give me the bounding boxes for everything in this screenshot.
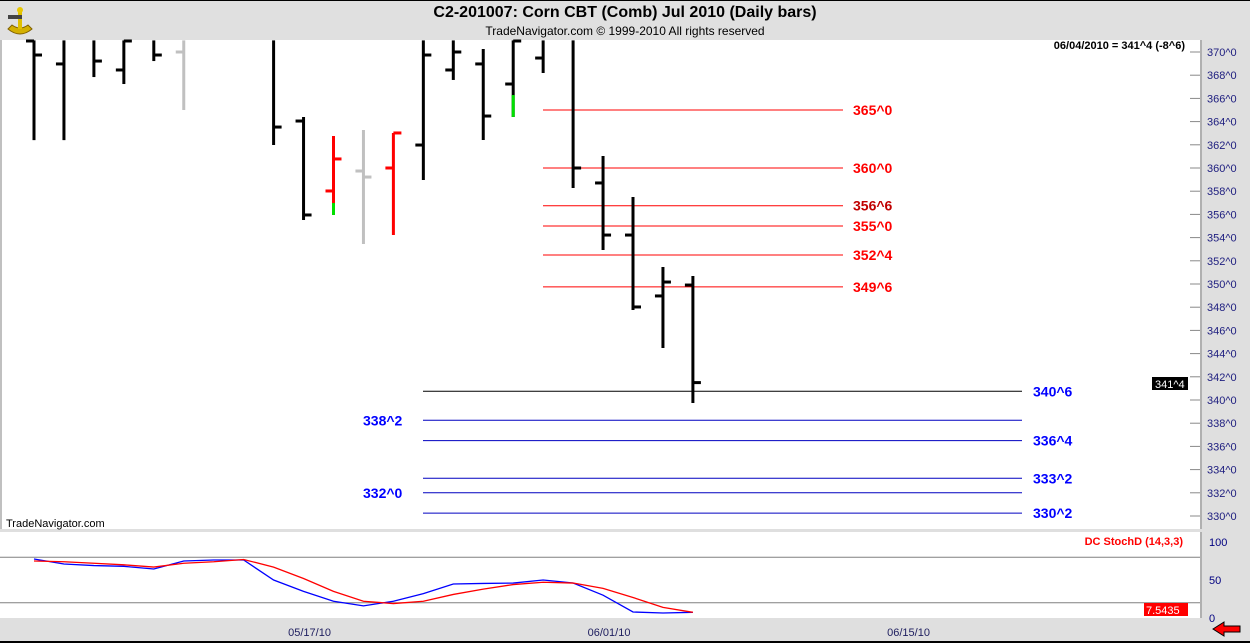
price-tick-label: 338^0 [1207, 418, 1237, 430]
support-label: 340^6 [1033, 383, 1073, 399]
price-tick-label: 370^0 [1207, 47, 1237, 59]
support-label: 336^4 [1033, 433, 1073, 449]
resistance-label: 356^6 [853, 198, 893, 214]
last-price-tag: 341^4 [1155, 379, 1185, 391]
price-tick-label: 366^0 [1207, 93, 1237, 105]
stoch-tick: 100 [1209, 537, 1227, 549]
support-label: 330^2 [1033, 505, 1073, 521]
price-tick-label: 330^0 [1207, 511, 1237, 523]
price-tick-label: 358^0 [1207, 186, 1237, 198]
resistance-label: 365^0 [853, 102, 893, 118]
resistance-label: 360^0 [853, 160, 893, 176]
scroll-left-arrow-icon[interactable] [1212, 621, 1241, 637]
price-tick-label: 360^0 [1207, 163, 1237, 175]
price-tick-label: 332^0 [1207, 488, 1237, 500]
price-tick-label: 352^0 [1207, 256, 1237, 268]
stoch-tick: 50 [1209, 575, 1221, 587]
support-label: 332^0 [363, 485, 403, 501]
price-tick-label: 344^0 [1207, 349, 1237, 361]
price-tick-label: 346^0 [1207, 325, 1237, 337]
copyright: TradeNavigator.com © 1999-2010 All right… [485, 24, 765, 38]
sextant-logo-icon [7, 7, 33, 35]
price-tick-label: 362^0 [1207, 140, 1237, 152]
price-tick-label: 336^0 [1207, 441, 1237, 453]
last-readout: 06/04/2010 = 341^4 (-8^6) [1054, 40, 1186, 52]
price-panel [0, 40, 1200, 529]
date-tick-label: 06/15/10 [887, 627, 930, 639]
stoch-tick: 0 [1209, 613, 1215, 625]
chart-title: C2-201007: Corn CBT (Comb) Jul 2010 (Dai… [433, 4, 817, 21]
resistance-label: 349^6 [853, 279, 893, 295]
price-tick-label: 334^0 [1207, 465, 1237, 477]
price-tick-label: 342^0 [1207, 372, 1237, 384]
price-tick-label: 356^0 [1207, 209, 1237, 221]
stoch-value-tag: 7.5435 [1146, 605, 1180, 617]
title-bar: C2-201007: Corn CBT (Comb) Jul 2010 (Dai… [0, 0, 1250, 40]
indicator-label: DC StochD (14,3,3) [1085, 536, 1184, 548]
date-tick-label: 05/17/10 [288, 627, 331, 639]
date-tick-label: 06/01/10 [588, 627, 631, 639]
support-label: 338^2 [363, 412, 403, 428]
resistance-label: 355^0 [853, 218, 893, 234]
watermark: TradeNavigator.com [6, 518, 105, 530]
price-tick-label: 364^0 [1207, 117, 1237, 129]
stoch-fast-line [33, 558, 693, 614]
price-tick-label: 354^0 [1207, 233, 1237, 245]
stoch-panel [0, 532, 1200, 618]
support-label: 333^2 [1033, 470, 1073, 486]
price-tick-label: 368^0 [1207, 70, 1237, 82]
price-tick-label: 340^0 [1207, 395, 1237, 407]
price-tick-label: 348^0 [1207, 302, 1237, 314]
resistance-label: 352^4 [853, 247, 893, 263]
price-tick-label: 350^0 [1207, 279, 1237, 291]
stoch-slow-line [33, 558, 694, 613]
